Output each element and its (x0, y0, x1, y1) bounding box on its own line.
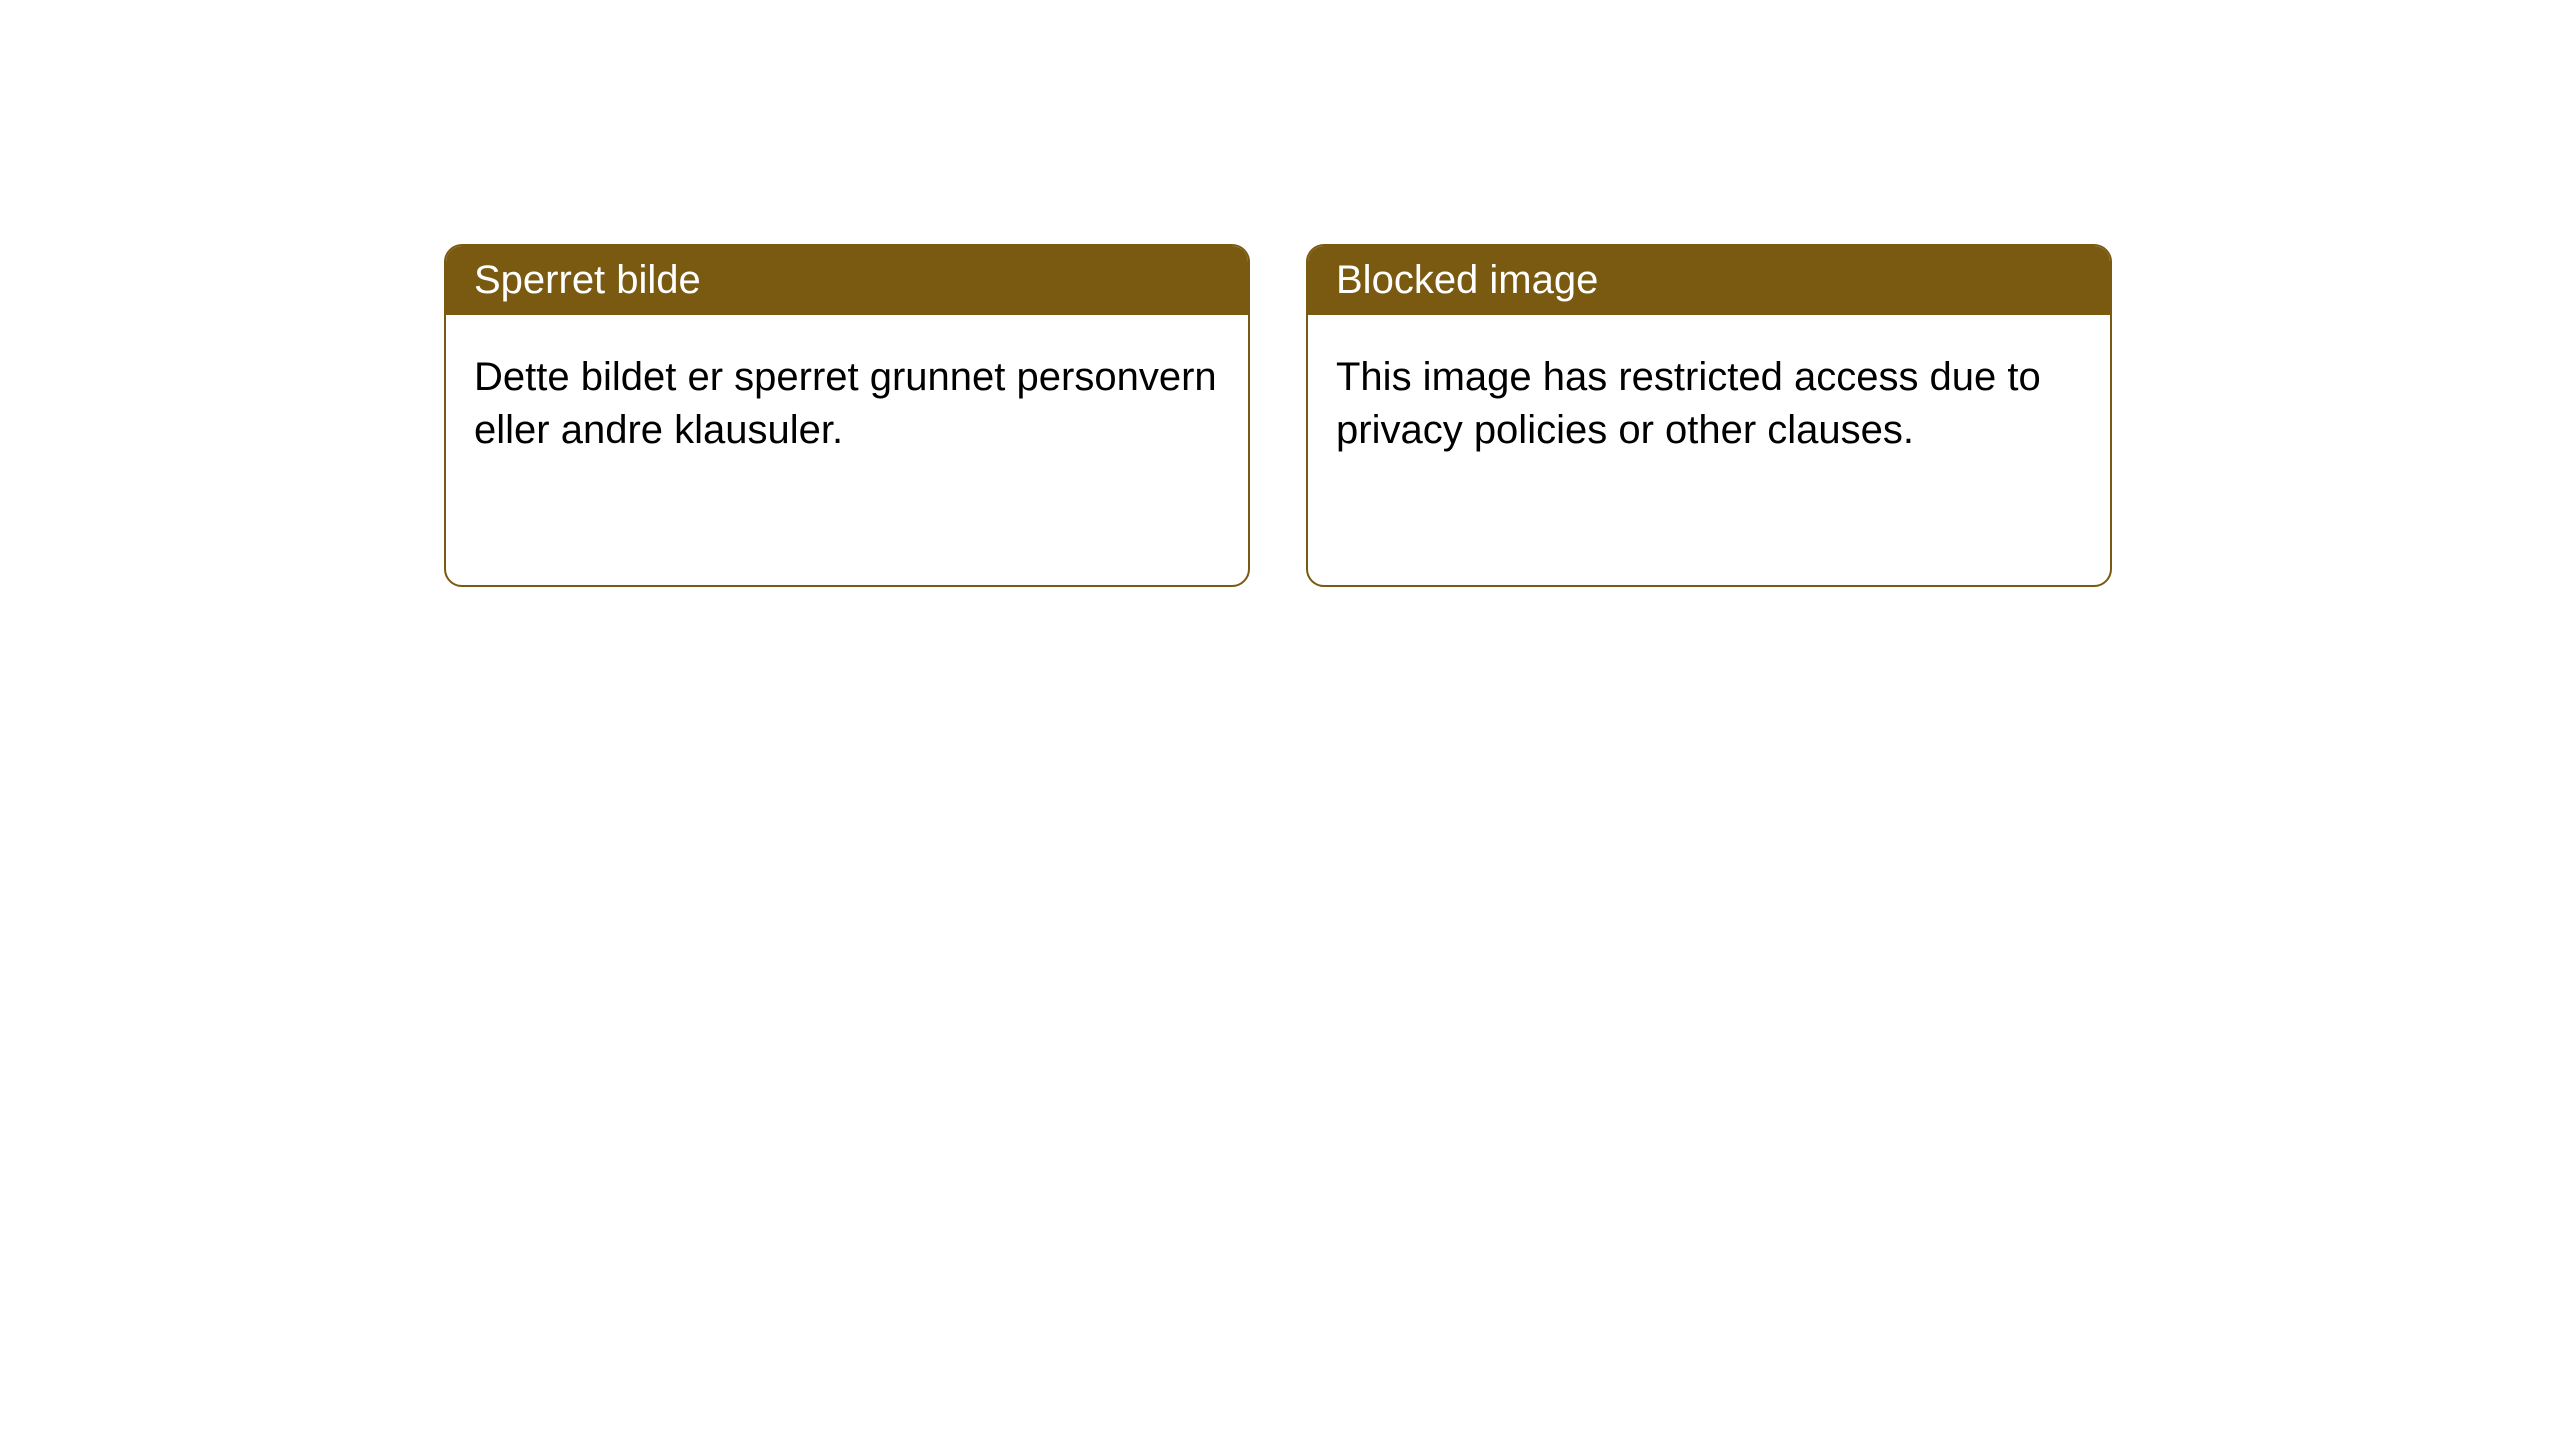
notice-title: Sperret bilde (446, 246, 1248, 315)
notice-card-norwegian: Sperret bilde Dette bildet er sperret gr… (444, 244, 1250, 587)
notice-container: Sperret bilde Dette bildet er sperret gr… (0, 0, 2560, 587)
notice-message: Dette bildet er sperret grunnet personve… (446, 315, 1248, 585)
notice-title: Blocked image (1308, 246, 2110, 315)
notice-card-english: Blocked image This image has restricted … (1306, 244, 2112, 587)
notice-message: This image has restricted access due to … (1308, 315, 2110, 585)
